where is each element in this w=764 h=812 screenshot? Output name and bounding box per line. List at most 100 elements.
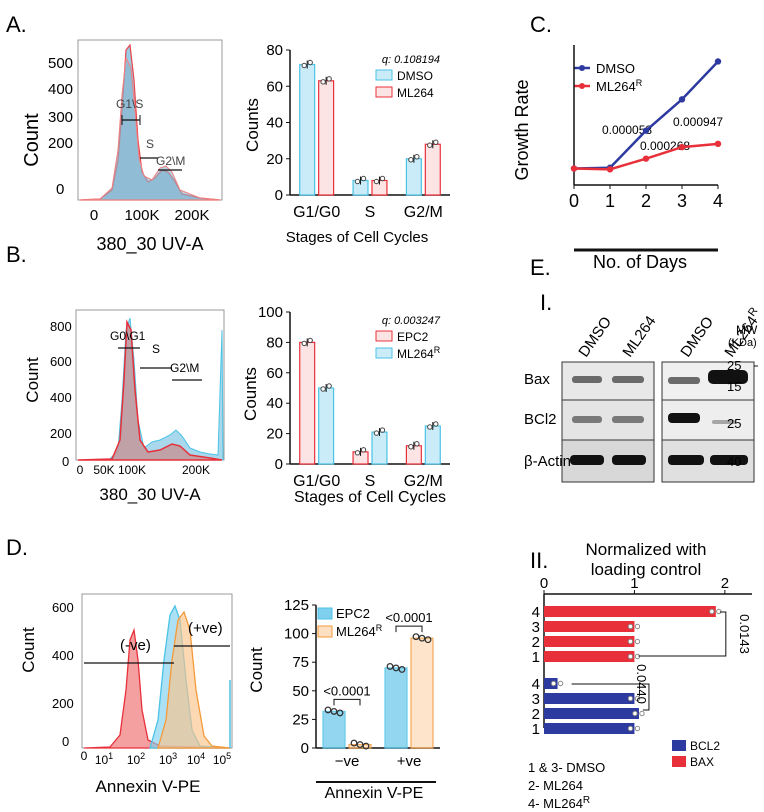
panel-label-b: B. (6, 242, 27, 267)
d-flow-xtick: 101 (95, 751, 113, 767)
x-tick-label: 3 (677, 191, 687, 211)
x-tick-label: G1/G0 (293, 204, 340, 221)
bar (424, 143, 441, 196)
data-point (627, 653, 634, 660)
x-tick-label: 2 (721, 575, 729, 592)
y-tick-label: 40 (266, 115, 283, 132)
data-point (639, 710, 645, 717)
y-tick-label: 75 (292, 654, 309, 671)
b-flow-ytick: 400 (50, 390, 72, 405)
b-flow-histogram-ml264r (77, 317, 224, 461)
panel-d-bar-chart: Count Annexin V-PE EPC2 ML264R 0 25 50 75 10… (247, 597, 440, 802)
y-tick-label: 60 (266, 78, 283, 95)
x-tick-label: 1 (605, 191, 615, 211)
a-flow-histogram-ml264 (79, 56, 221, 201)
bar (424, 425, 441, 465)
data-point (627, 695, 634, 702)
data-point (307, 337, 313, 344)
band (708, 370, 748, 384)
e2-legend-label: BAX (690, 755, 714, 769)
a-flow-frame (77, 39, 223, 201)
b-gate-label: G0\G1 (110, 329, 146, 343)
e2-title-line2: loading control (591, 560, 702, 579)
d-flow-ytick: 600 (52, 600, 74, 615)
d-flow-xtick-group: 101 102 103 104 105 (95, 751, 231, 767)
d-flow-xtick: 102 (127, 751, 145, 767)
data-point (634, 623, 641, 630)
bar (299, 341, 316, 465)
data-point (320, 386, 326, 392)
d-flow-xtick: 0 (81, 749, 88, 763)
bar (318, 80, 335, 196)
d-flow-ytick: 400 (52, 648, 74, 663)
y-tick-label: 0 (301, 740, 309, 757)
data-point (326, 383, 332, 389)
data-point (379, 175, 386, 182)
d-flow-xtick: 105 (213, 751, 231, 767)
p-value-label: <0.0001 (323, 683, 370, 698)
y-tick-label: 2 (532, 634, 540, 651)
x-tick-label: 2 (641, 191, 651, 211)
x-tick-label: 4 (713, 191, 723, 211)
b-flow-ylabel: Count (23, 357, 42, 403)
band (710, 455, 748, 465)
y-tick-label: 1 (532, 721, 540, 738)
d-legend-label: ML264R (336, 623, 383, 639)
a-gate-label: G1\S (116, 97, 143, 111)
panel-a-flow-histogram: Count 500 400 300 200 0 G1\S S G2\M 0 10… (21, 39, 223, 255)
blot-lane-label: ML264 (619, 313, 659, 360)
band (572, 376, 602, 383)
data-point (354, 450, 361, 456)
line-point (606, 166, 614, 173)
y-tick-label: 1 (532, 649, 540, 666)
data-point (398, 665, 406, 673)
data-point (709, 608, 715, 615)
a-legend-swatch-ml264 (375, 86, 393, 98)
d-flow-ytick: 0 (62, 734, 69, 749)
a-flow-ytick: 300 (48, 109, 73, 126)
line-point (678, 96, 686, 103)
blot-mw-marker: 25 (727, 358, 741, 373)
b-flow-ytick: 0 (62, 454, 69, 469)
a-flow-xtick: 0 (90, 207, 98, 224)
d-gate-label-pos: (+ve) (188, 620, 223, 637)
panel-e2-hbar-chart: Normalized with loading control BCL2 BAX… (528, 540, 752, 811)
panel-e1-western-blot: Bax BCl2 β-Actin DMSO ML264 DMSO ML264R … (524, 305, 762, 483)
b-flow-frame (75, 309, 225, 461)
a-flow-ytick: 0 (56, 181, 64, 198)
line-point (714, 140, 722, 148)
data-point (634, 638, 641, 645)
x-tick-label: G2/M (404, 204, 443, 221)
band (668, 455, 704, 465)
x-tick-label: S (365, 204, 376, 221)
d-flow-ylabel: Count (19, 627, 38, 673)
y-tick-label: 50 (292, 683, 309, 700)
panel-label-e1: I. (540, 290, 552, 315)
b-flow-xtick: 0 (77, 463, 84, 477)
hbar (544, 723, 635, 734)
b-flow-ytick: 600 (50, 354, 72, 369)
band (712, 420, 736, 424)
bar (322, 710, 346, 749)
data-point (336, 709, 344, 717)
a-flow-xlabel: 380_30 UV-A (96, 234, 203, 255)
a-bar-annotation: q: 0.108194 (382, 54, 440, 66)
a-bar-ylabel: Counts (243, 98, 262, 152)
x-tick-label: G2/M (404, 473, 443, 490)
c-legend-marker-dmso (579, 65, 585, 71)
data-point (433, 421, 439, 427)
panel-d-flow-histogram: Count 600 400 200 0 (-ve) (+ve) 0 101 102… (19, 593, 233, 796)
x-tick-label: 0 (540, 575, 548, 592)
band (612, 455, 646, 465)
bar (371, 431, 388, 465)
panel-a-bar-chart: Counts Stages of Cell Cycles q: 0.108194… (243, 42, 450, 246)
x-tick-label: S (365, 473, 376, 490)
line-point (678, 143, 686, 151)
data-point (324, 706, 332, 714)
b-flow-xtick: 50K (93, 463, 114, 477)
a-flow-xtick: 200K (174, 207, 209, 224)
y-tick-label: 2 (532, 706, 540, 723)
b-flow-xtick: 200K (182, 463, 210, 477)
b-bar-ylabel: Counts (241, 367, 260, 421)
